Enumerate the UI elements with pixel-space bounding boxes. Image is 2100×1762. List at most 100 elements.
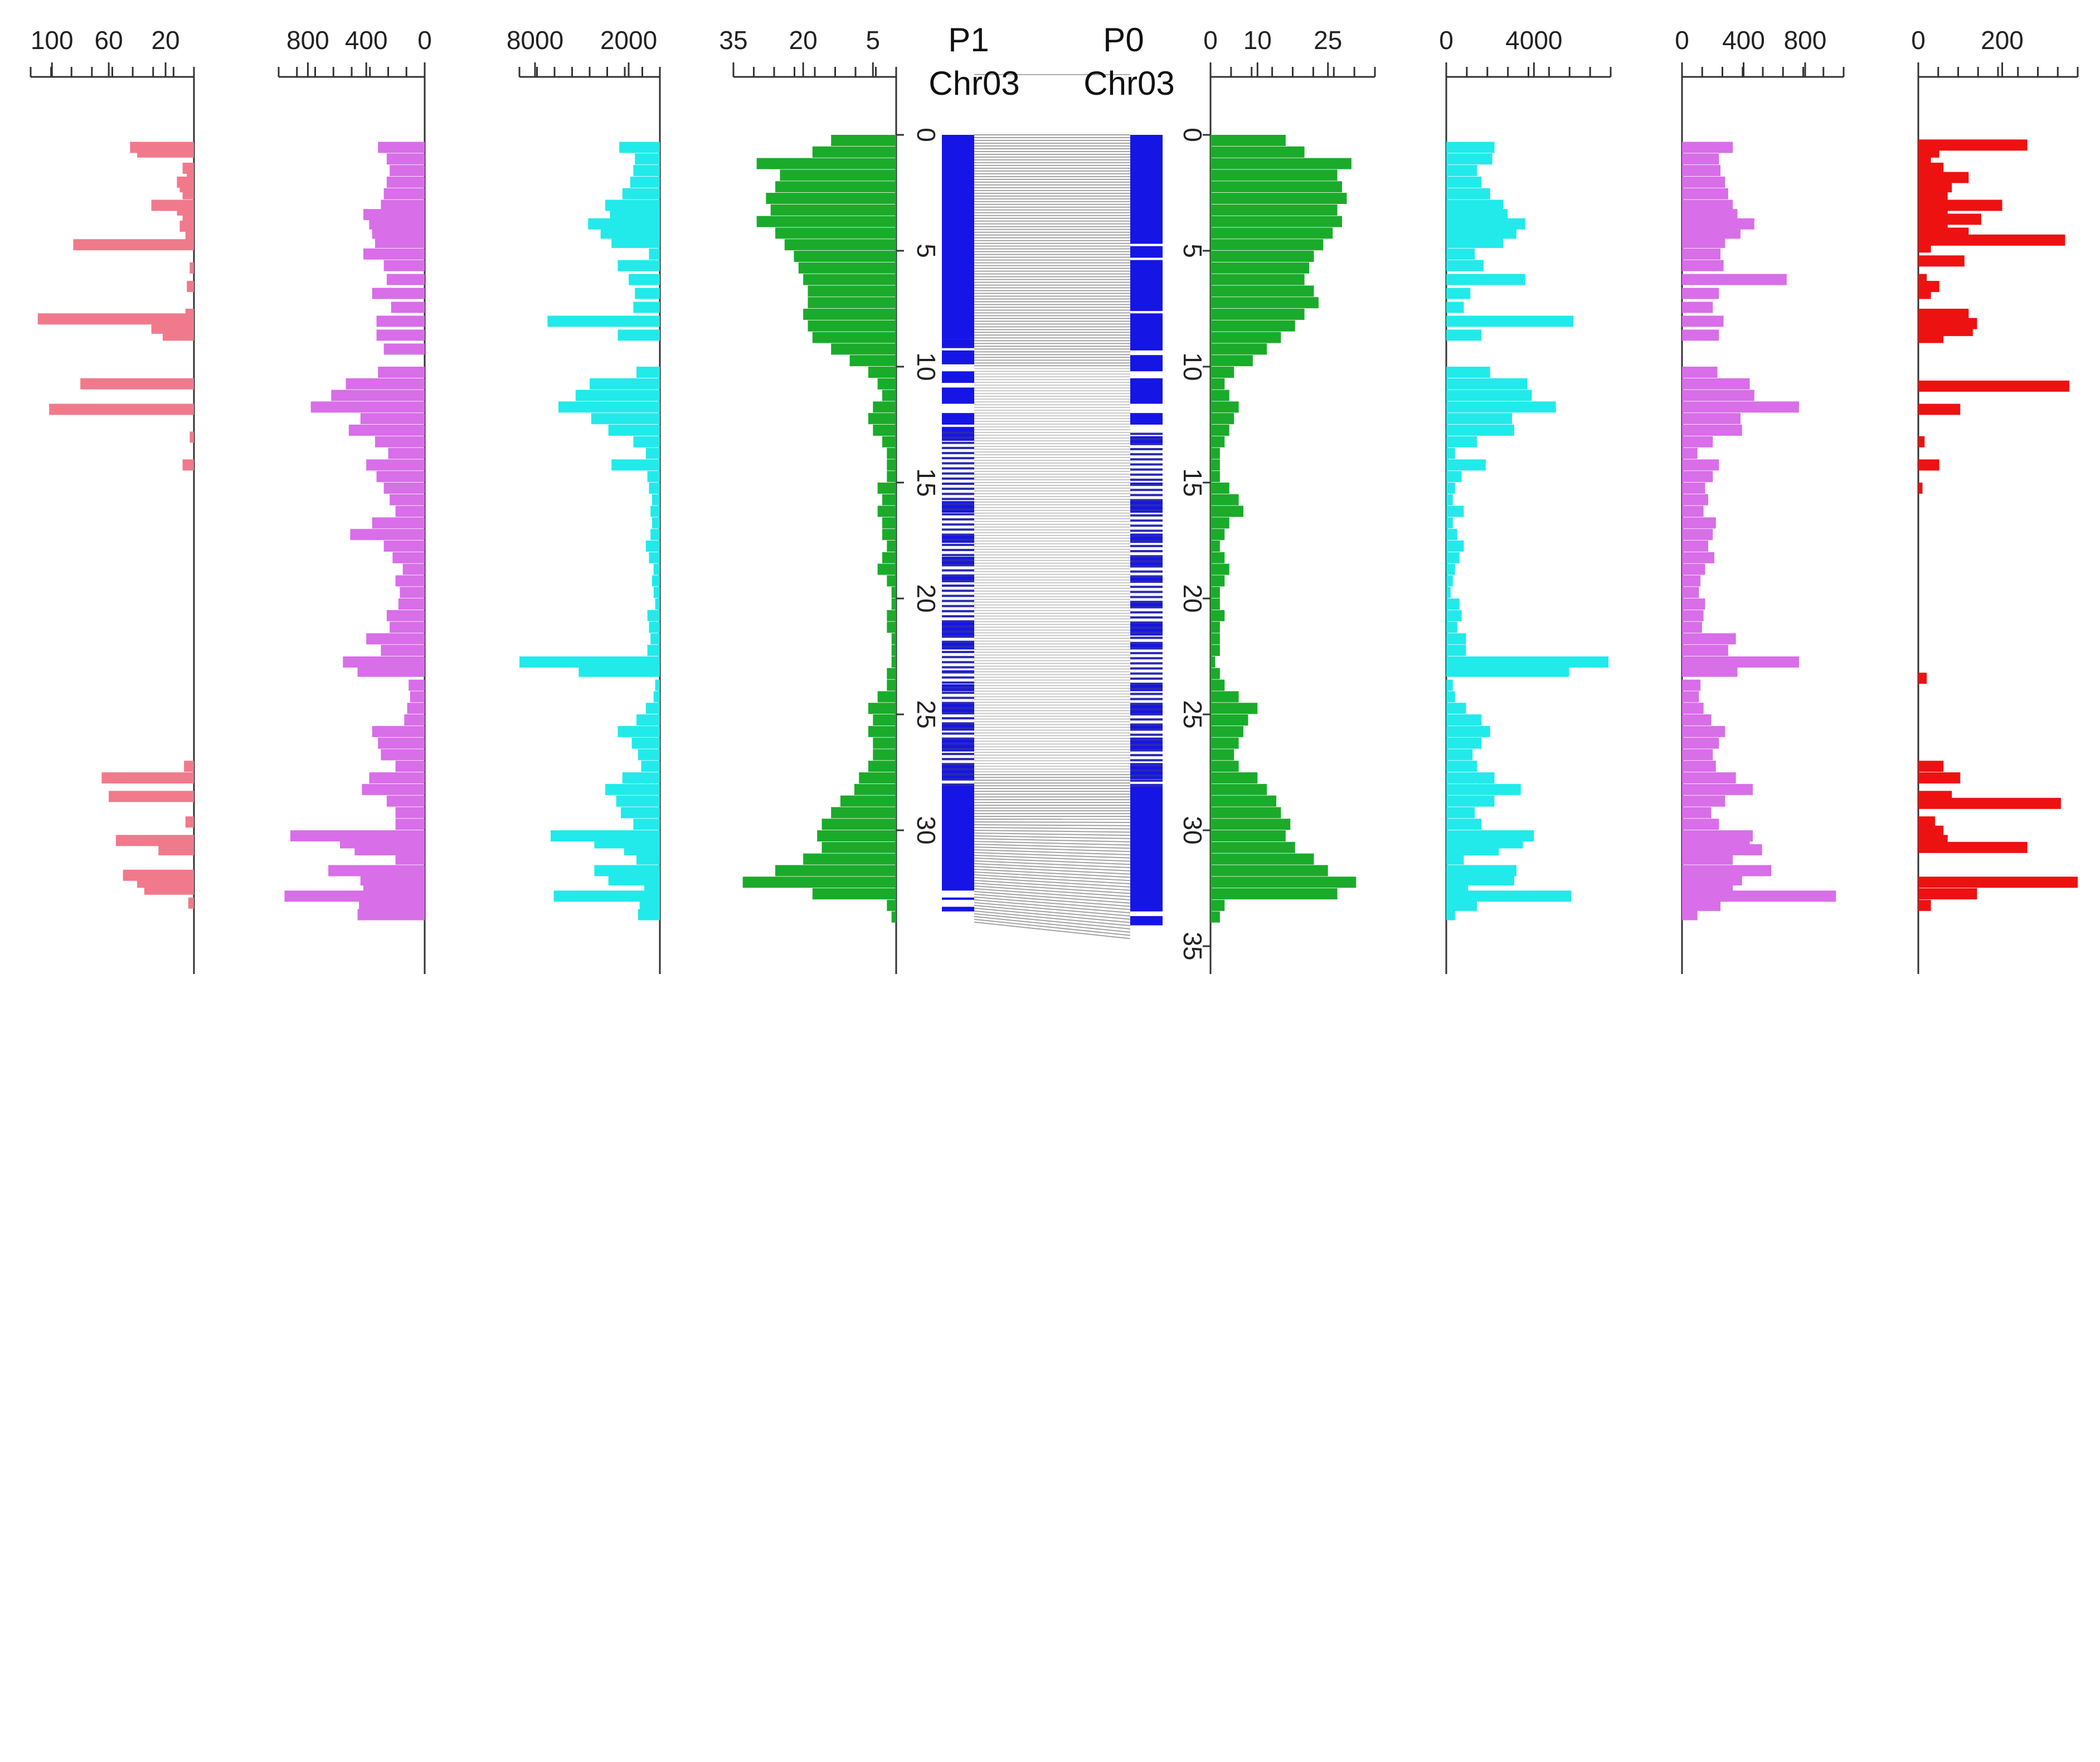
marker-line-p1 [942,467,974,470]
bar [1682,315,1724,327]
bar [372,288,425,299]
panel-right-magenta: 0 400 800 [1675,26,1845,974]
bar [1918,309,1969,320]
bar [1211,227,1333,239]
bar [1446,447,1455,459]
bar [1211,425,1229,436]
bar [1682,737,1719,749]
bar [618,726,660,737]
bar [1446,176,1481,188]
bar [346,378,425,390]
bar [1682,844,1762,855]
synteny-link [974,885,1131,898]
bar [372,517,425,529]
bar [1918,332,1944,343]
bar [284,890,425,902]
bar [803,274,896,285]
bar [610,209,660,221]
bar [1682,227,1741,239]
marker-line-p0 [1130,606,1163,609]
panel-left-outer: 100 60 20 [30,26,195,974]
bar [378,142,425,153]
bar [1682,645,1728,656]
x-tick-label: 20 [789,26,818,55]
marker-line-p1 [942,732,974,735]
marker-line-p0 [1130,529,1163,532]
bar [887,679,896,691]
bar [395,807,425,819]
right-position-label: 25 [1178,700,1207,728]
bar [1918,825,1944,837]
bar [1446,541,1464,552]
bar [624,844,660,855]
bar [73,239,194,251]
bar [887,621,896,633]
marker-line-p1 [942,610,974,612]
bar [1211,668,1220,679]
bar [887,575,896,587]
x-tick-label: 10 [1243,26,1272,55]
bar [1211,343,1267,355]
marker-line-p0 [1130,636,1163,639]
bar [803,853,896,865]
bar [390,621,425,633]
marker-line-p0 [1130,514,1163,517]
bar [1682,795,1725,807]
marker-line-p1 [942,615,974,617]
bar [575,390,660,401]
left-position-label: 20 [912,584,941,612]
bar [882,390,896,401]
bar [158,844,194,855]
bar [1446,899,1477,911]
marker-line-p0 [1130,677,1163,680]
bar [1446,248,1475,260]
bar [611,459,660,471]
chromosome-block-p1 [942,621,974,636]
bar [1446,260,1484,271]
marker-line-p0 [1130,743,1163,746]
bar [653,691,660,703]
bar [641,761,660,772]
bar [185,816,194,828]
bar [1211,749,1234,761]
chromosome-block-p0 [1130,246,1163,258]
bar [1211,274,1305,285]
bar [1211,505,1243,517]
synteny-link [974,871,1131,882]
bar [1446,587,1451,598]
right-position-label: 35 [1178,932,1207,960]
synteny-link [974,921,1131,940]
bar [553,890,660,902]
marker-line-p0 [1130,432,1163,435]
bar [756,158,896,169]
marker-line-p1 [942,579,974,582]
bar [1682,575,1701,587]
panel-left-density: 35 20 5 [719,26,897,974]
bar [1446,288,1471,299]
bar [383,343,425,355]
bar [1446,761,1477,772]
bar [1918,436,1925,447]
bar [1918,459,1939,471]
bar [1918,181,1952,193]
bar [882,517,896,529]
marker-line-p0 [1130,652,1163,655]
bar [649,483,660,494]
bar [1211,911,1220,923]
synteny-link [974,893,1131,907]
bar [1682,505,1704,517]
marker-line-p0 [1130,555,1163,558]
chromosome-block-p0 [1130,135,1163,244]
bar [1446,665,1569,677]
bar [343,656,425,668]
right-position-label: 20 [1178,584,1207,612]
bar [1211,494,1239,505]
bar [390,494,425,505]
marker-line-p0 [1130,774,1163,777]
synteny-link [974,910,1131,927]
bar [1446,378,1528,390]
bar [1446,563,1455,575]
bar [1682,691,1699,703]
bar [770,204,896,216]
